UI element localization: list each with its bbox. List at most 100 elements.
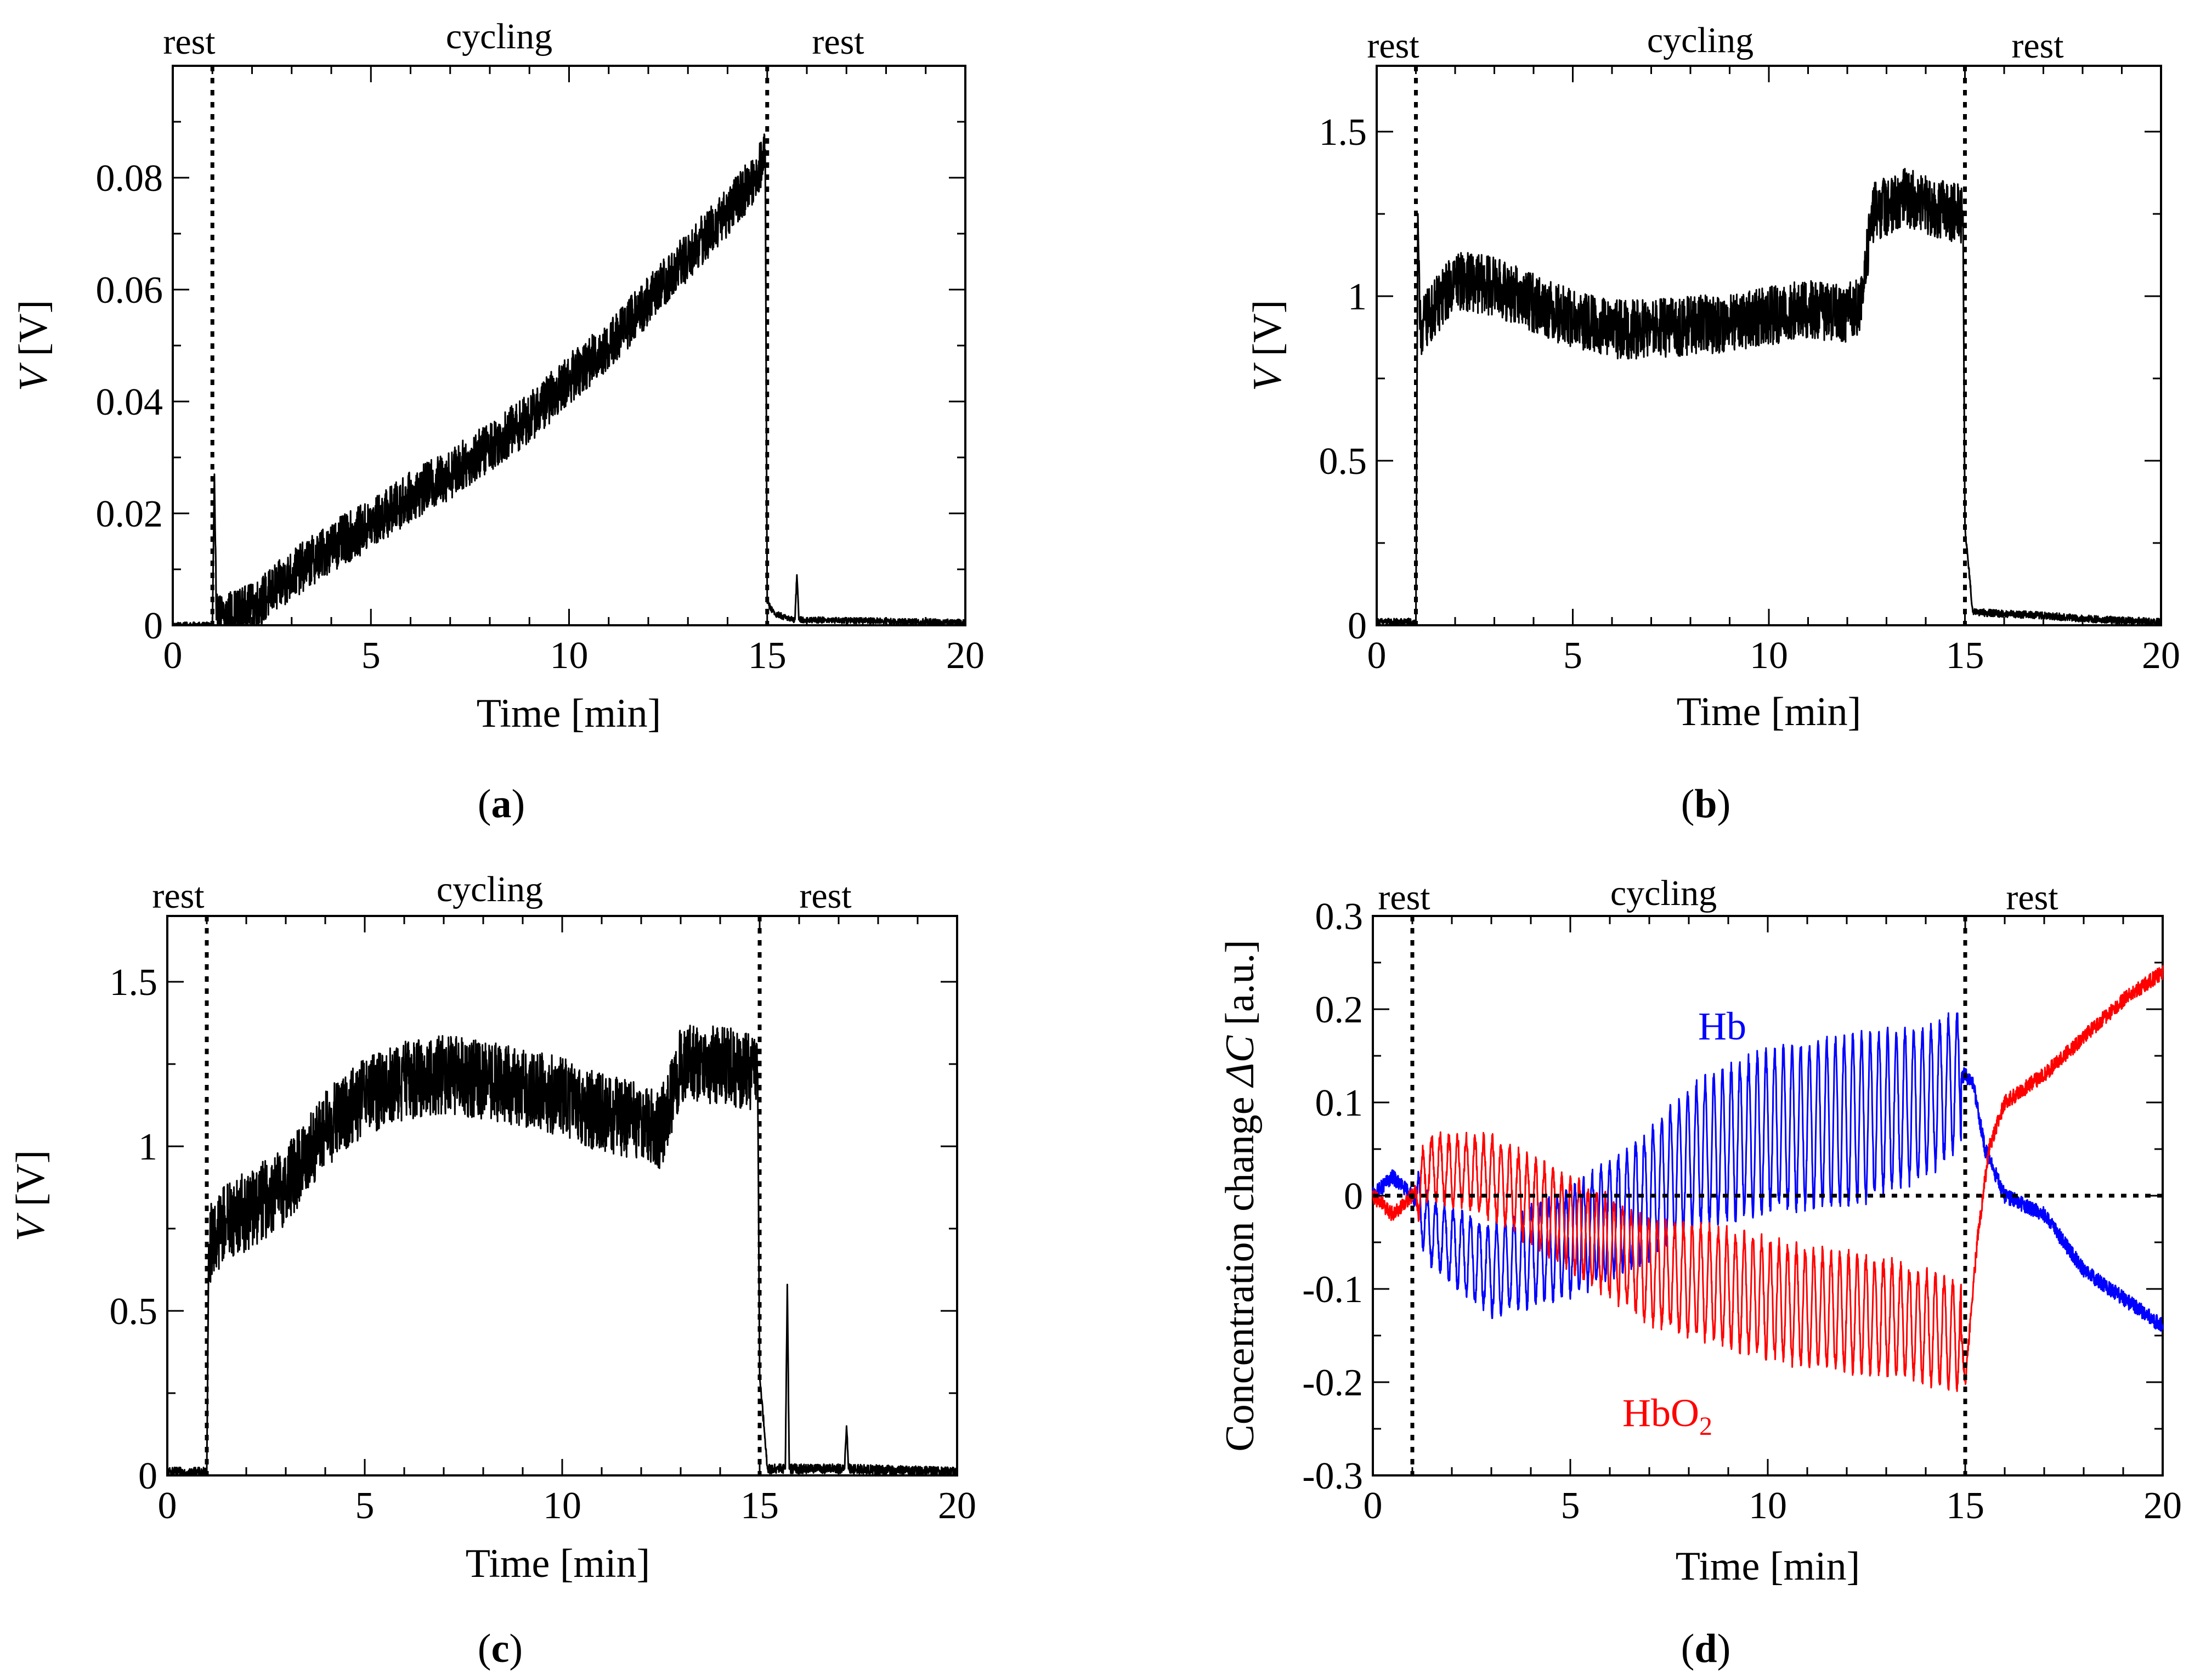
- y-tick-label: 0.3: [1315, 896, 1364, 938]
- phase-lines-a: [210, 66, 770, 625]
- y-axis-label-b: V [V]: [1245, 300, 1290, 391]
- y-tick-label: 0.1: [1315, 1082, 1364, 1124]
- panel-caption-d: (d): [1681, 1626, 1730, 1671]
- legend-label-hbo2: HbO2: [1622, 1391, 1712, 1441]
- x-tick-label: 15: [1946, 635, 1984, 677]
- y-tick-label: -0.2: [1302, 1362, 1363, 1404]
- series-line-v: [1376, 168, 2162, 626]
- annotation-cycling-b: cycling: [1647, 20, 1754, 60]
- annotation-rest-start-a: rest: [163, 22, 215, 62]
- panel-c: 0 5 10 15 20 0 0.5 1 1.5 rest cycling rest Time …: [8, 869, 976, 1671]
- x-axis-label-d: Time [min]: [1676, 1544, 1860, 1589]
- y-axis-unit-a: [V]: [11, 300, 56, 366]
- traces-b: [1376, 168, 2162, 626]
- annotation-rest-end-a: rest: [812, 22, 864, 62]
- y-tick-label: 1: [138, 1126, 157, 1168]
- y-axis-unit-d: [a.u.]: [1218, 940, 1263, 1036]
- y-tick-label: 0.06: [96, 269, 163, 312]
- y-tick-label: 0: [1348, 605, 1367, 647]
- x-tick-label: 10: [543, 1485, 581, 1527]
- x-axis-label-a: Time [min]: [477, 691, 661, 736]
- y-tick-label: 0.5: [1319, 440, 1367, 483]
- series-line-v: [166, 1025, 958, 1477]
- phase-lines-b: [1414, 66, 1967, 625]
- y-axis-var-a: V: [11, 362, 56, 391]
- ticks-b: [1376, 66, 2162, 626]
- annotation-rest-end-c: rest: [799, 876, 851, 916]
- y-tick-label: 1.5: [110, 961, 158, 1004]
- annotation-rest-start-c: rest: [152, 876, 204, 916]
- x-axis-label-b: Time [min]: [1677, 689, 1861, 734]
- x-tick-label: 0: [158, 1485, 177, 1527]
- x-tick-label: 5: [361, 635, 381, 677]
- y-axis-label-c: V [V]: [8, 1150, 53, 1241]
- panel-d: 0 5 10 15 20 -0.3 -0.2 -0.1 0 0.1 0.2 0.3 rest cycl…: [1218, 873, 2182, 1671]
- y-tick-label: 0: [138, 1455, 157, 1497]
- x-tick-label: 20: [2143, 1485, 2182, 1527]
- legend-label-hb: Hb: [1698, 1004, 1746, 1048]
- panel-caption-a: (a): [478, 782, 525, 827]
- legend-label-hbo2-subscript: 2: [1699, 1412, 1712, 1441]
- x-tick-label: 10: [550, 635, 589, 677]
- traces-c: [166, 1025, 958, 1477]
- annotation-cycling-c: cycling: [437, 869, 543, 909]
- y-axis-label-d: Concentration change ΔC [a.u.]: [1218, 940, 1263, 1451]
- y-tick-label: 0.08: [96, 157, 163, 200]
- annotation-rest-start-d: rest: [1378, 878, 1430, 918]
- y-tick-label: -0.3: [1302, 1455, 1363, 1497]
- phase-lines-c: [205, 916, 762, 1475]
- y-tick-label: -0.1: [1302, 1269, 1363, 1311]
- ticks-a: [172, 66, 966, 626]
- ticks-d: [1372, 915, 2164, 1477]
- y-axis-text-d: Concentration change: [1218, 1087, 1263, 1452]
- tick-labels-d: 0 5 10 15 20 -0.3 -0.2 -0.1 0 0.1 0.2 0.3: [1302, 896, 2182, 1527]
- x-tick-label: 15: [1946, 1485, 1984, 1527]
- series-line-v: [172, 133, 966, 626]
- panel-caption-c: (c): [478, 1626, 523, 1671]
- series-line-hbo2: [1372, 965, 2164, 1392]
- x-tick-label: 15: [740, 1485, 779, 1527]
- x-tick-label: 10: [1750, 635, 1788, 677]
- y-tick-label: 0.04: [96, 381, 163, 423]
- tick-labels-a: 0 5 10 15 20 0 0.02 0.04 0.06 0.08: [96, 157, 985, 677]
- y-axis-var-d: ΔC: [1218, 1034, 1263, 1088]
- traces-d: [1372, 965, 2164, 1392]
- y-tick-label: 1: [1348, 276, 1367, 318]
- x-axis-label-c: Time [min]: [466, 1541, 650, 1586]
- y-axis-var-b: V: [1245, 362, 1290, 391]
- x-tick-label: 0: [1364, 1485, 1383, 1527]
- y-axis-unit-c: [V]: [8, 1150, 53, 1217]
- y-tick-label: 0.02: [96, 493, 163, 535]
- x-tick-label: 5: [1561, 1485, 1580, 1527]
- y-axis-unit-b: [V]: [1245, 300, 1290, 366]
- series-line-hb: [1372, 1012, 2164, 1332]
- y-tick-label: 0: [144, 605, 163, 647]
- y-tick-label: 0: [1344, 1175, 1363, 1218]
- annotation-cycling-d: cycling: [1610, 873, 1717, 913]
- annotation-rest-start-b: rest: [1367, 26, 1419, 66]
- x-tick-label: 5: [1563, 635, 1582, 677]
- panel-a: 0 5 10 15 20 0 0.02 0.04 0.06 0.08 rest cycling r…: [11, 16, 985, 827]
- tick-labels-b: 0 5 10 15 20 0 0.5 1 1.5: [1319, 111, 2181, 677]
- x-tick-label: 20: [946, 635, 985, 677]
- x-tick-label: 15: [748, 635, 787, 677]
- ticks-c: [166, 916, 958, 1477]
- x-tick-label: 20: [938, 1485, 976, 1527]
- y-tick-label: 0.5: [110, 1291, 158, 1333]
- panel-b: 0 5 10 15 20 0 0.5 1 1.5 rest cycling rest Time …: [1245, 20, 2180, 827]
- x-tick-label: 5: [355, 1485, 375, 1527]
- y-axis-var-c: V: [8, 1212, 53, 1241]
- x-tick-label: 0: [163, 635, 183, 677]
- x-tick-label: 0: [1367, 635, 1387, 677]
- phase-lines-d: [1373, 916, 2163, 1475]
- tick-labels-c: 0 5 10 15 20 0 0.5 1 1.5: [110, 961, 977, 1527]
- x-tick-label: 20: [2142, 635, 2180, 677]
- annotation-cycling-a: cycling: [446, 16, 552, 56]
- traces-a: [172, 133, 966, 626]
- annotation-rest-end-d: rest: [2006, 878, 2058, 918]
- x-tick-label: 10: [1749, 1485, 1787, 1527]
- annotation-rest-end-b: rest: [2011, 26, 2063, 66]
- y-tick-label: 0.2: [1315, 989, 1364, 1031]
- panel-caption-b: (b): [1681, 782, 1730, 827]
